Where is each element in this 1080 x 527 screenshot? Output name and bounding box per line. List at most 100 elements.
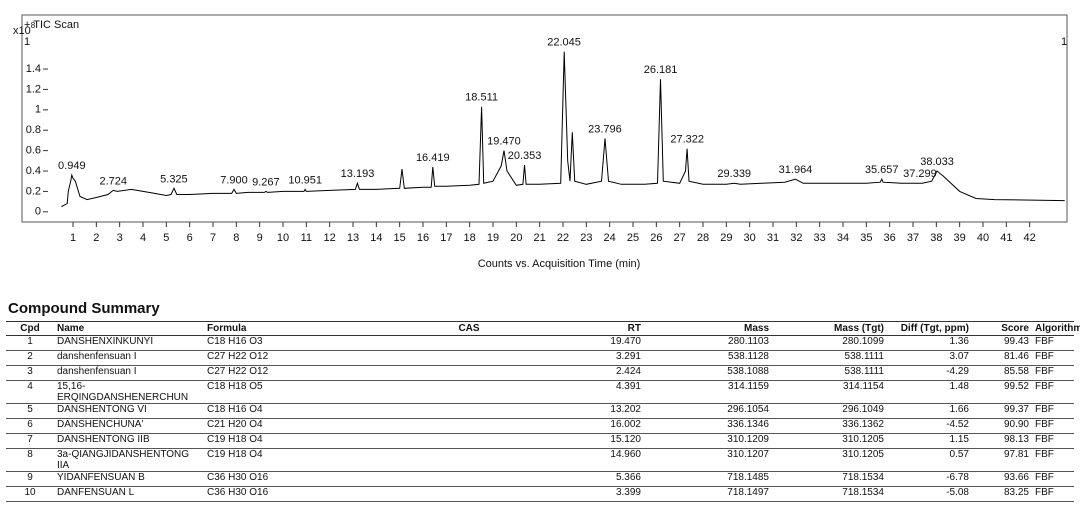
peak-label: 0.949 — [58, 160, 86, 172]
x-tick-label: 9 — [257, 232, 263, 244]
peak-label: 26.181 — [644, 64, 678, 76]
x-tick-label: 35 — [860, 232, 872, 244]
chart: + TIC Scan x108 1 1 Counts vs. Acquisiti… — [13, 14, 1068, 270]
cell-mass: 718.1485 — [644, 471, 772, 487]
x-tick-label: 24 — [604, 232, 616, 244]
cell-tgt: 296.1049 — [772, 403, 887, 419]
x-tick-label: 16 — [417, 232, 429, 244]
y-tick-label: 0.6 — [26, 145, 41, 157]
table-row: 8 3a-QIANGJIDANSHENTONG IIA C19 H18 O4 14.9… — [6, 448, 1074, 472]
y-multiplier-exp: 8 — [31, 21, 36, 30]
tic-trace — [61, 51, 1065, 208]
y-tick-label: 1.4 — [26, 63, 41, 75]
cell-rt: 4.391 — [544, 380, 644, 404]
x-tick-label: 34 — [837, 232, 849, 244]
cell-alg: FBF — [1032, 380, 1074, 404]
cell-tgt: 310.1205 — [772, 433, 887, 449]
x-tick-label: 6 — [187, 232, 193, 244]
cell-diff: 0.57 — [887, 448, 972, 472]
peak-label: 38.033 — [920, 156, 954, 168]
x-tick-label: 19 — [487, 232, 499, 244]
cell-formula: C27 H22 O12 — [204, 350, 394, 366]
y-tick-label: 1.2 — [26, 83, 41, 95]
chart-title: + TIC Scan — [24, 19, 79, 31]
x-tick-label: 11 — [301, 232, 312, 244]
x-axis-label: Counts vs. Acquisition Time (min) — [478, 258, 641, 270]
peak-label: 20.353 — [508, 150, 542, 162]
table-row: 9 YIDANFENSUAN B C36 H30 O16 5.366 718.1485 7… — [6, 471, 1074, 487]
cell-score: 85.58 — [972, 365, 1032, 381]
cell-rt: 5.366 — [544, 471, 644, 487]
x-tick-label: 14 — [370, 232, 382, 244]
x-tick-label: 18 — [464, 232, 476, 244]
peak-label: 9.267 — [252, 176, 280, 188]
cell-cas — [394, 418, 544, 434]
x-tick-label: 22 — [557, 232, 569, 244]
peak-label: 19.470 — [487, 136, 521, 148]
table-row: 6 DANSHENCHUNA' C21 H20 O4 16.002 336.1346 33… — [6, 418, 1074, 434]
cell-name: YIDANFENSUAN B — [54, 471, 204, 487]
cell-name: DANSHENXINKUNYI — [54, 335, 204, 351]
x-tick-label: 41 — [1000, 232, 1012, 244]
cell-score: 83.25 — [972, 486, 1032, 502]
peak-label: 5.325 — [160, 173, 188, 185]
cell-cas — [394, 448, 544, 472]
table-row: 1 DANSHENXINKUNYI C18 H16 O3 19.470 280.1103… — [6, 335, 1074, 351]
x-tick-label: 12 — [324, 232, 336, 244]
cell-rt: 13.202 — [544, 403, 644, 419]
cell-mass: 336.1346 — [644, 418, 772, 434]
peak-label: 35.657 — [865, 164, 899, 176]
column-header: Cpd — [6, 321, 54, 336]
cell-rt: 3.291 — [544, 350, 644, 366]
cell-cpd: 1 — [6, 335, 54, 351]
x-tick-label: 2 — [93, 232, 99, 244]
cell-cpd: 2 — [6, 350, 54, 366]
column-header: Name — [54, 321, 204, 336]
x-tick-label: 1 — [70, 232, 76, 244]
x-tick-label: 7 — [210, 232, 216, 244]
cell-rt: 19.470 — [544, 335, 644, 351]
cell-tgt: 538.1111 — [772, 365, 887, 381]
cell-name: DANFENSUAN L — [54, 486, 204, 502]
cell-cpd: 6 — [6, 418, 54, 434]
cell-score: 98.13 — [972, 433, 1032, 449]
cell-mass: 310.1209 — [644, 433, 772, 449]
cell-tgt: 280.1099 — [772, 335, 887, 351]
cell-alg: FBF — [1032, 350, 1074, 366]
column-header: Mass (Tgt) — [772, 321, 887, 336]
header-row: Cpd Name Formula CAS RT Mass Mass (Tgt) Diff (T… — [6, 321, 1080, 336]
column-header: Diff (Tgt, ppm) — [887, 321, 972, 336]
y-tick-label: 0 — [35, 206, 41, 218]
cell-score: 99.52 — [972, 380, 1032, 404]
cell-diff: 1.48 — [887, 380, 972, 404]
cell-cpd: 10 — [6, 486, 54, 502]
cell-tgt: 336.1362 — [772, 418, 887, 434]
cell-cpd: 5 — [6, 403, 54, 419]
x-tick-label: 28 — [697, 232, 709, 244]
cell-mass: 718.1497 — [644, 486, 772, 502]
cell-name: 15,16-ERQINGDANSHENERCHUN — [54, 380, 204, 404]
cell-rt: 3.399 — [544, 486, 644, 502]
cell-formula: C19 H18 O4 — [204, 433, 394, 449]
cell-cpd: 8 — [6, 448, 54, 472]
cell-mass: 310.1207 — [644, 448, 772, 472]
peak-label: 10.951 — [288, 174, 322, 186]
x-tick-label: 39 — [954, 232, 966, 244]
y-multiplier-base: x10 — [13, 25, 31, 37]
cell-diff: -4.29 — [887, 365, 972, 381]
column-header: Score — [972, 321, 1032, 336]
cell-cpd: 9 — [6, 471, 54, 487]
cell-tgt: 314.1154 — [772, 380, 887, 404]
x-tick-label: 36 — [884, 232, 896, 244]
x-tick-label: 5 — [163, 232, 169, 244]
cell-mass: 538.1128 — [644, 350, 772, 366]
cell-name: 3a-QIANGJIDANSHENTONG IIA — [54, 448, 204, 472]
x-tick-label: 21 — [534, 232, 546, 244]
peak-label: 18.511 — [465, 92, 498, 104]
cell-formula: C36 H30 O16 — [204, 471, 394, 487]
cell-cas — [394, 486, 544, 502]
cell-tgt: 718.1534 — [772, 486, 887, 502]
y-tick-label: 0.8 — [26, 124, 41, 136]
cell-name: DANSHENTONG IIB — [54, 433, 204, 449]
cell-score: 93.66 — [972, 471, 1032, 487]
